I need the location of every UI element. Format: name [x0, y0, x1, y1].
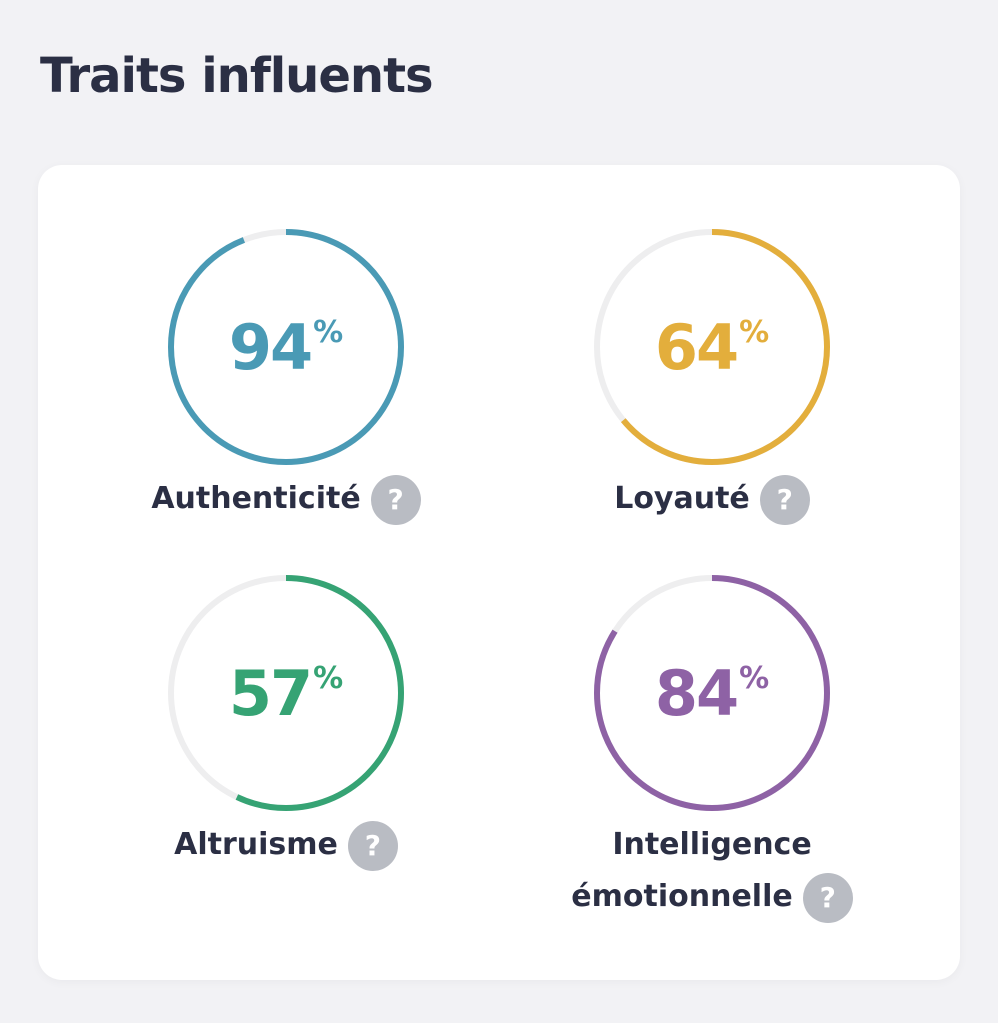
section-title: Traits influents — [40, 48, 434, 104]
percentage-unit: % — [313, 661, 344, 696]
percentage: 94% — [166, 227, 406, 467]
percentage: 57% — [166, 573, 406, 813]
trait-name: Intelligence émotionnelle — [571, 827, 812, 914]
trait-name: Loyauté — [614, 481, 750, 516]
percentage-unit: % — [739, 661, 770, 696]
percentage-value: 84 — [654, 656, 739, 730]
percentage-value: 64 — [654, 310, 739, 384]
help-button[interactable]: ? — [759, 474, 810, 525]
trait-label: Loyauté? — [562, 473, 862, 525]
percentage-value: 57 — [228, 656, 313, 730]
ring-arc — [594, 575, 830, 811]
percentage-value: 94 — [228, 310, 313, 384]
progress-ring — [594, 229, 830, 465]
ring-arc — [168, 575, 404, 811]
trait-name: Altruisme — [174, 827, 338, 862]
percentage-unit: % — [739, 315, 770, 350]
help-button[interactable]: ? — [802, 872, 853, 923]
ring-arc — [594, 229, 830, 465]
trait-name: Authenticité — [151, 481, 361, 516]
progress-ring — [168, 575, 404, 811]
ring-arc — [168, 229, 404, 465]
trait-label: Intelligence émotionnelle? — [562, 819, 862, 923]
trait-label: Altruisme? — [136, 819, 436, 871]
help-button[interactable]: ? — [370, 474, 421, 525]
percentage: 64% — [592, 227, 832, 467]
percentage: 84% — [592, 573, 832, 813]
progress-ring — [168, 229, 404, 465]
percentage-unit: % — [313, 315, 344, 350]
traits-card: 94% Authenticité? 64% Loyauté? 57% Altruisme?… — [38, 165, 960, 980]
progress-ring — [594, 575, 830, 811]
trait-label: Authenticité? — [136, 473, 436, 525]
help-button[interactable]: ? — [347, 820, 398, 871]
